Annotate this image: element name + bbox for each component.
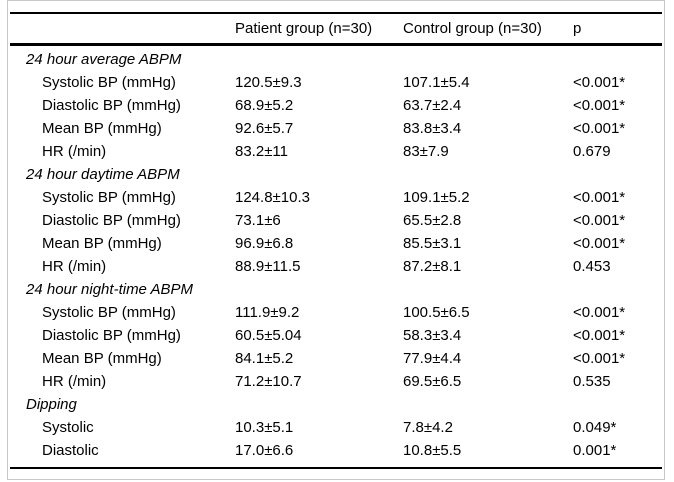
- row-label: Mean BP (mmHg): [42, 235, 162, 252]
- patient-group-value: 71.2±10.7: [235, 373, 302, 390]
- p-value: 0.049*: [573, 419, 617, 436]
- patient-group-value: 120.5±9.3: [235, 74, 302, 91]
- patient-group-value: 96.9±6.8: [235, 235, 294, 252]
- p-value: <0.001*: [573, 74, 626, 91]
- table-body: 24 hour average ABPM Systolic BP (mmHg) …: [8, 46, 664, 462]
- p-value: <0.001*: [573, 120, 626, 137]
- row-label: Diastolic BP (mmHg): [42, 327, 181, 344]
- table-bottom-rule: [10, 467, 662, 469]
- table-row: Systolic BP (mmHg) 120.5±9.3 107.1±5.4 <…: [8, 71, 664, 94]
- row-label: HR (/min): [42, 143, 107, 160]
- patient-group-value: 17.0±6.6: [235, 442, 294, 459]
- control-group-value: 109.1±5.2: [403, 189, 470, 206]
- column-header-p: p: [573, 20, 582, 37]
- patient-group-value: 124.8±10.3: [235, 189, 310, 206]
- row-label: Systolic BP (mmHg): [42, 74, 176, 91]
- p-value: <0.001*: [573, 97, 626, 114]
- control-group-value: 69.5±6.5: [403, 373, 462, 390]
- patient-group-value: 84.1±5.2: [235, 350, 294, 367]
- control-group-value: 87.2±8.1: [403, 258, 462, 275]
- control-group-value: 10.8±5.5: [403, 442, 462, 459]
- patient-group-value: 88.9±11.5: [235, 258, 301, 275]
- control-group-value: 58.3±3.4: [403, 327, 462, 344]
- row-label: Mean BP (mmHg): [42, 120, 162, 137]
- control-group-value: 107.1±5.4: [403, 74, 470, 91]
- table-row: Mean BP (mmHg) 96.9±6.8 85.5±3.1 <0.001*: [8, 232, 664, 255]
- row-label: Diastolic: [42, 442, 99, 459]
- row-label: Mean BP (mmHg): [42, 350, 162, 367]
- column-header-control-group: Control group (n=30): [403, 20, 542, 37]
- patient-group-value: 60.5±5.04: [235, 327, 302, 344]
- table-row: Systolic BP (mmHg) 124.8±10.3 109.1±5.2 …: [8, 186, 664, 209]
- p-value: <0.001*: [573, 235, 626, 252]
- control-group-value: 7.8±4.2: [403, 419, 453, 436]
- table-row: Systolic BP (mmHg) 111.9±9.2 100.5±6.5 <…: [8, 301, 664, 324]
- control-group-value: 85.5±3.1: [403, 235, 462, 252]
- table-row: Diastolic 17.0±6.6 10.8±5.5 0.001*: [8, 439, 664, 462]
- table-header-row: Patient group (n=30) Control group (n=30…: [8, 14, 664, 43]
- section-label: 24 hour average ABPM: [26, 51, 182, 68]
- table-row: Mean BP (mmHg) 84.1±5.2 77.9±4.4 <0.001*: [8, 347, 664, 370]
- control-group-value: 100.5±6.5: [403, 304, 470, 321]
- patient-group-value: 73.1±6: [235, 212, 281, 229]
- patient-group-value: 83.2±11: [235, 143, 288, 160]
- patient-group-value: 68.9±5.2: [235, 97, 294, 114]
- row-label: Diastolic BP (mmHg): [42, 97, 181, 114]
- row-label: Diastolic BP (mmHg): [42, 212, 181, 229]
- p-value: <0.001*: [573, 304, 626, 321]
- control-group-value: 65.5±2.8: [403, 212, 462, 229]
- table-row: HR (/min) 88.9±11.5 87.2±8.1 0.453: [8, 255, 664, 278]
- table-row: Diastolic BP (mmHg) 73.1±6 65.5±2.8 <0.0…: [8, 209, 664, 232]
- row-label: Systolic: [42, 419, 94, 436]
- table-row: Systolic 10.3±5.1 7.8±4.2 0.049*: [8, 416, 664, 439]
- section-label: 24 hour daytime ABPM: [26, 166, 180, 183]
- control-group-value: 77.9±4.4: [403, 350, 462, 367]
- p-value: 0.001*: [573, 442, 617, 459]
- section-row: Dipping: [8, 393, 664, 416]
- patient-group-value: 111.9±9.2: [235, 304, 300, 321]
- p-value: 0.679: [573, 143, 611, 160]
- abpm-results-table: Patient group (n=30) Control group (n=30…: [7, 0, 665, 480]
- row-label: Systolic BP (mmHg): [42, 189, 176, 206]
- table-top-rule: [10, 12, 662, 14]
- patient-group-value: 92.6±5.7: [235, 120, 294, 137]
- table-row: Diastolic BP (mmHg) 68.9±5.2 63.7±2.4 <0…: [8, 94, 664, 117]
- table-row: HR (/min) 71.2±10.7 69.5±6.5 0.535: [8, 370, 664, 393]
- control-group-value: 63.7±2.4: [403, 97, 462, 114]
- table-row: HR (/min) 83.2±11 83±7.9 0.679: [8, 140, 664, 163]
- section-label: 24 hour night-time ABPM: [26, 281, 194, 298]
- patient-group-value: 10.3±5.1: [235, 419, 294, 436]
- header-spacer: [8, 14, 235, 43]
- table-row: Mean BP (mmHg) 92.6±5.7 83.8±3.4 <0.001*: [8, 117, 664, 140]
- row-label: Systolic BP (mmHg): [42, 304, 176, 321]
- p-value: <0.001*: [573, 212, 626, 229]
- table-row: Diastolic BP (mmHg) 60.5±5.04 58.3±3.4 <…: [8, 324, 664, 347]
- section-row: 24 hour average ABPM: [8, 48, 664, 71]
- p-value: <0.001*: [573, 350, 626, 367]
- section-row: 24 hour night-time ABPM: [8, 278, 664, 301]
- control-group-value: 83±7.9: [403, 143, 449, 160]
- section-row: 24 hour daytime ABPM: [8, 163, 664, 186]
- column-header-patient-group: Patient group (n=30): [235, 20, 373, 37]
- control-group-value: 83.8±3.4: [403, 120, 462, 137]
- table-header-rule: [10, 43, 662, 46]
- p-value: <0.001*: [573, 189, 626, 206]
- p-value: <0.001*: [573, 327, 626, 344]
- p-value: 0.453: [573, 258, 611, 275]
- p-value: 0.535: [573, 373, 611, 390]
- row-label: HR (/min): [42, 258, 107, 275]
- row-label: HR (/min): [42, 373, 107, 390]
- section-label: Dipping: [26, 396, 77, 413]
